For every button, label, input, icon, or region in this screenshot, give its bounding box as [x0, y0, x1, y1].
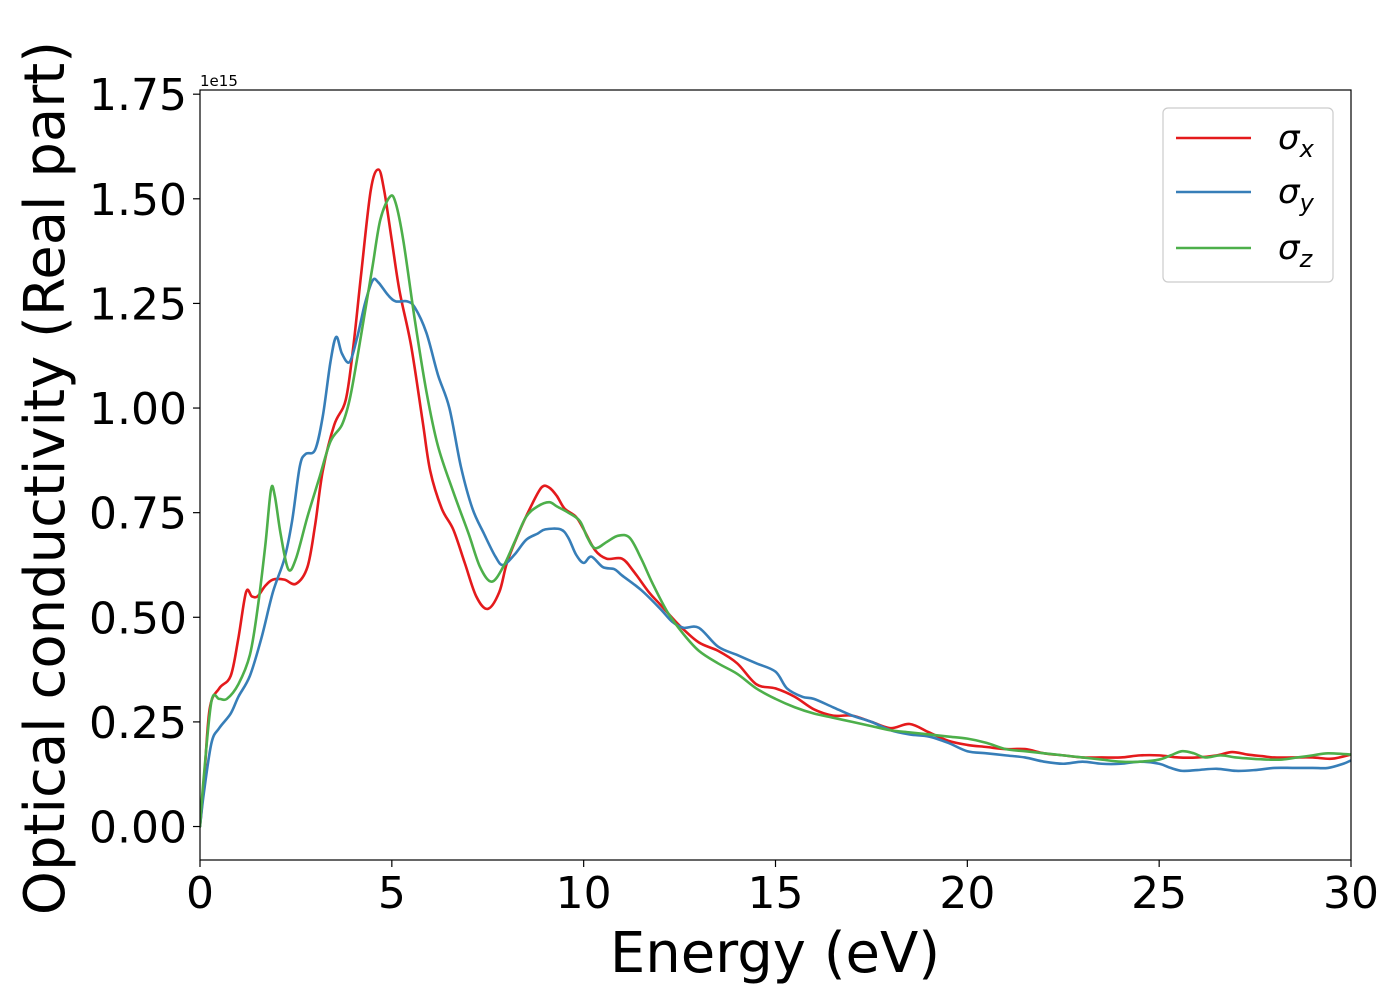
legend-label-y: σy	[1278, 172, 1315, 217]
x-axis: 0 5 10 15 20 25 30	[186, 860, 1379, 919]
series-layer	[200, 168, 1351, 828]
x-tick-label: 0	[186, 868, 214, 919]
y-axis-label: Optical conductivity (Real part)	[13, 41, 78, 915]
x-axis-label: Energy (eV)	[610, 921, 940, 986]
y-tick-label: 1.50	[89, 175, 187, 226]
y-tick-label: 1.25	[89, 279, 187, 330]
series-line-y	[200, 277, 1351, 828]
series-line-z	[200, 194, 1351, 828]
x-tick-label: 5	[378, 868, 406, 919]
legend-label-x: σx	[1278, 118, 1315, 163]
y-tick-label: 0.50	[89, 593, 187, 644]
x-tick-label: 10	[556, 868, 612, 919]
y-tick-label: 0.00	[89, 803, 187, 854]
y-offset-label: 1e15	[200, 72, 238, 90]
legend-label-z: σz	[1278, 228, 1314, 273]
x-tick-label: 25	[1131, 868, 1187, 919]
x-tick-label: 20	[939, 868, 995, 919]
y-tick-label: 1.00	[89, 384, 187, 435]
legend-box	[1162, 107, 1334, 283]
y-tick-label: 0.75	[89, 489, 187, 540]
x-tick-label: 15	[748, 868, 804, 919]
y-tick-label: 0.25	[89, 698, 187, 749]
y-tick-label: 1.75	[89, 70, 187, 121]
x-tick-label: 30	[1323, 868, 1379, 919]
legend: σx σy σz	[1162, 107, 1334, 283]
y-axis: 0.00 0.25 0.50 0.75 1.00 1.25 1.50 1.75	[89, 70, 200, 854]
